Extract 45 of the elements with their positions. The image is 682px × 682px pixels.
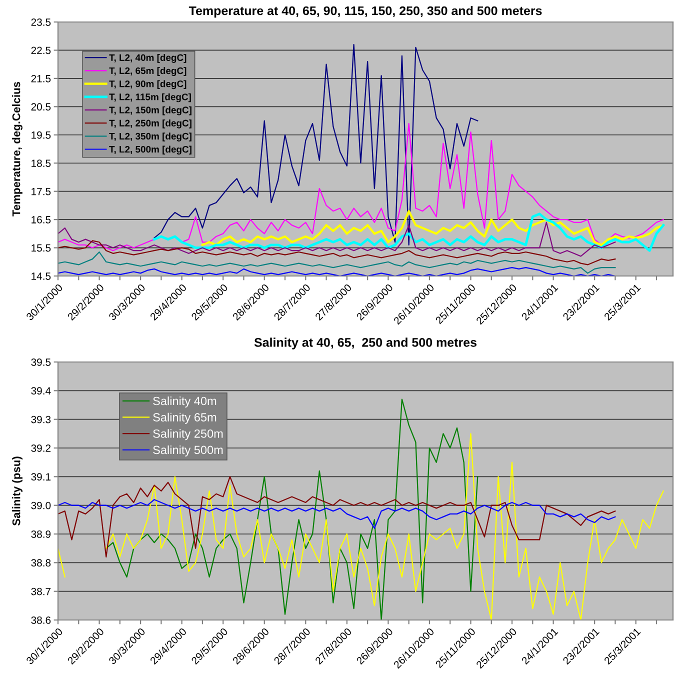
legend-label: Salinity 250m <box>153 429 223 440</box>
y-tick-label: 39.2 <box>31 444 51 452</box>
y-tick-label: 17.5 <box>32 188 51 196</box>
y-tick-label: 19.5 <box>32 131 51 139</box>
y-tick-label: 38.8 <box>31 559 51 567</box>
legend-label: Salinity 500m <box>153 445 223 456</box>
y-tick-label: 39.0 <box>31 502 51 510</box>
y-axis-title: Temperature, deg.Celcius <box>12 82 22 216</box>
y-tick-label: 23.5 <box>31 18 51 26</box>
y-tick-label: 39.5 <box>31 358 51 366</box>
legend-label: T, L2, 90m [degC] <box>109 80 186 90</box>
y-tick-label: 21.5 <box>31 74 51 82</box>
y-tick-label: 20.5 <box>31 103 51 111</box>
legend-label: Salinity 65m <box>153 412 216 424</box>
line-series <box>153 212 665 252</box>
y-tick-label: 38.9 <box>31 530 51 538</box>
y-tick-label: 38.6 <box>31 616 51 624</box>
line-series <box>106 398 478 620</box>
line-series <box>201 210 664 246</box>
line-series <box>58 251 616 274</box>
y-tick-label: 16.5 <box>32 216 51 224</box>
chart-title: Salinity at 40, 65, 250 and 500 metres <box>254 338 477 350</box>
y-tick-label: 38.7 <box>31 588 51 596</box>
y-tick-label: 14.5 <box>32 272 51 280</box>
y-tick-label: 39.1 <box>31 473 51 481</box>
chart-title: Temperature at 40, 65, 90, 115, 150, 250, 350 and 500 meters <box>188 6 542 18</box>
line-series <box>58 499 616 529</box>
y-tick-label: 39.4 <box>31 387 51 395</box>
legend-label: Salinity 40m <box>153 396 216 408</box>
y-tick-label: 39.3 <box>31 416 51 424</box>
y-tick-label: 22.5 <box>31 46 51 54</box>
legend-label: T, L2, 115m [degC] <box>109 93 191 102</box>
y-axis-title: Salinity (psu) <box>12 456 22 526</box>
y-tick-label: 18.5 <box>32 160 51 167</box>
line-series <box>58 222 616 257</box>
line-series <box>58 266 616 276</box>
y-tick-label: 15.5 <box>32 244 51 252</box>
legend-label: T, L2, 150m [degC] <box>109 106 192 116</box>
legend-label: T, L2, 65m [degC] <box>109 67 186 76</box>
legend-label: T, L2, 40m [degC] <box>109 54 186 63</box>
line-series <box>58 240 616 266</box>
legend-label: T, L2, 350m [degC] <box>109 132 192 142</box>
line-series <box>58 476 616 558</box>
legend-label: T, L2, 500m [degC] <box>109 146 192 155</box>
legend-label: T, L2, 250m [degC] <box>109 120 192 128</box>
